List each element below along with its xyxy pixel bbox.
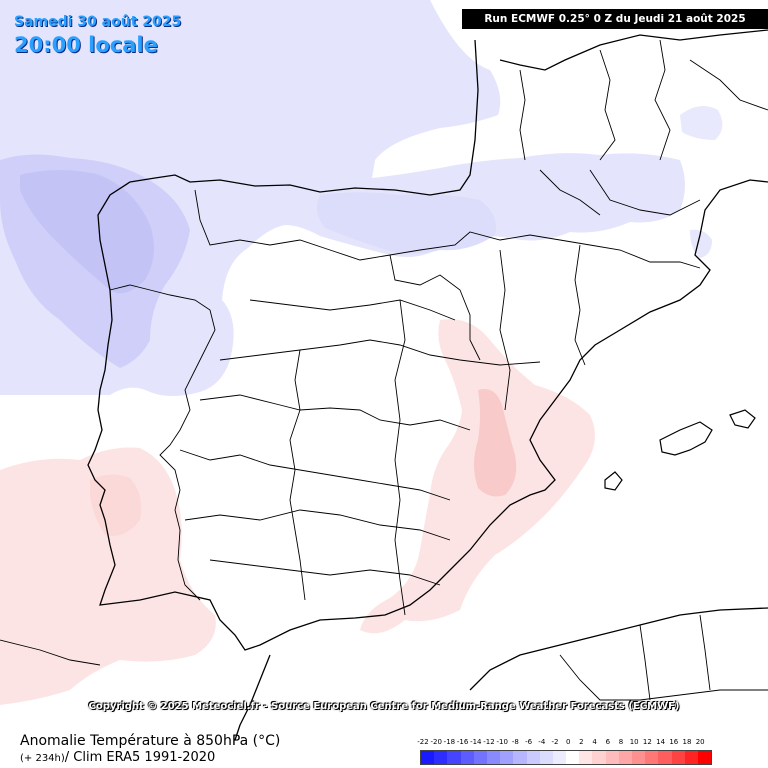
colorbar-swatch bbox=[421, 751, 435, 764]
colorbar-swatch bbox=[434, 751, 448, 764]
colorbar-tick-label: -2 bbox=[551, 738, 559, 746]
colorbar-swatch bbox=[552, 751, 567, 764]
colorbar-tick-label: 8 bbox=[618, 738, 624, 746]
colorbar-swatch bbox=[460, 751, 474, 764]
colorbar-tick-label: 16 bbox=[669, 738, 679, 746]
colorbar-swatch bbox=[645, 751, 659, 764]
colorbar-swatch bbox=[592, 751, 606, 764]
legend-subtitle: (+ 234h)/ Clim ERA5 1991-2020 bbox=[20, 750, 215, 765]
climatology-label: / Clim ERA5 1991-2020 bbox=[64, 750, 216, 765]
warm-anomaly-portugal bbox=[0, 447, 216, 705]
colorbar-tick-label: -16 bbox=[456, 738, 469, 746]
colorbar-swatch bbox=[526, 751, 540, 764]
copyright-notice: Copyright © 2025 Meteociel.fr - Source E… bbox=[88, 701, 680, 712]
colorbar-tick-label: -12 bbox=[483, 738, 495, 746]
model-run-info: Run ECMWF 0.25° 0 Z du Jeudi 21 août 202… bbox=[462, 9, 768, 29]
forecast-time: 20:00 locale bbox=[14, 33, 158, 57]
colorbar-tick-label: -10 bbox=[496, 738, 508, 746]
colorbar-tick-label: 20 bbox=[695, 738, 705, 746]
colorbar-swatch bbox=[447, 751, 461, 764]
colorbar-swatch bbox=[605, 751, 619, 764]
colorbar-swatch bbox=[539, 751, 553, 764]
colorbar-tick-label: 14 bbox=[656, 738, 666, 746]
colorbar-swatch bbox=[579, 751, 593, 764]
warm-anomaly-portugal-2 bbox=[90, 474, 142, 536]
cold-anomaly-pyrenees bbox=[316, 192, 496, 254]
balearic-islands bbox=[604, 409, 756, 491]
warm-anomaly-east-core bbox=[474, 389, 517, 497]
colorbar-tick-label: 18 bbox=[682, 738, 692, 746]
colorbar-swatch bbox=[618, 751, 632, 764]
colorbar-swatch bbox=[486, 751, 501, 764]
forecast-date: Samedi 30 août 2025 bbox=[14, 14, 182, 30]
colorbar-swatch bbox=[500, 751, 514, 764]
colorbar-tick-label: -22 bbox=[417, 738, 429, 746]
borders bbox=[0, 39, 768, 701]
colorbar-tick-label: 0 bbox=[565, 738, 571, 746]
colorbar bbox=[420, 750, 713, 765]
colorbar-tick-label: 4 bbox=[592, 738, 597, 746]
colorbar-tick-label: -8 bbox=[511, 738, 519, 746]
colorbar-swatch bbox=[684, 751, 698, 764]
colorbar-swatch bbox=[658, 751, 672, 764]
cold-anomaly-core bbox=[20, 170, 154, 294]
colorbar-tick-label: -6 bbox=[525, 738, 533, 746]
colorbar-tick-label: -14 bbox=[470, 738, 482, 746]
colorbar-tick-label: -18 bbox=[443, 738, 456, 746]
coastlines bbox=[87, 29, 768, 741]
cold-anomaly-channel bbox=[680, 106, 723, 140]
colorbar-tick-label: 6 bbox=[605, 738, 611, 746]
colorbar-tick-label: 10 bbox=[629, 738, 639, 746]
colorbar-swatch bbox=[513, 751, 527, 764]
colorbar-swatch bbox=[632, 751, 646, 764]
colorbar-tick-label: 12 bbox=[642, 738, 652, 746]
colorbar-tick-label: -20 bbox=[430, 738, 442, 746]
colorbar-swatch bbox=[473, 751, 487, 764]
colorbar-swatch bbox=[697, 751, 712, 764]
lead-time: (+ 234h) bbox=[20, 753, 65, 764]
colorbar-tick-label: -4 bbox=[538, 738, 546, 746]
colorbar-tick-label: 2 bbox=[579, 738, 584, 746]
legend-title: Anomalie Température à 850hPa (°C) bbox=[20, 733, 281, 749]
colorbar-swatch bbox=[671, 751, 685, 764]
colorbar-swatch bbox=[566, 751, 580, 764]
